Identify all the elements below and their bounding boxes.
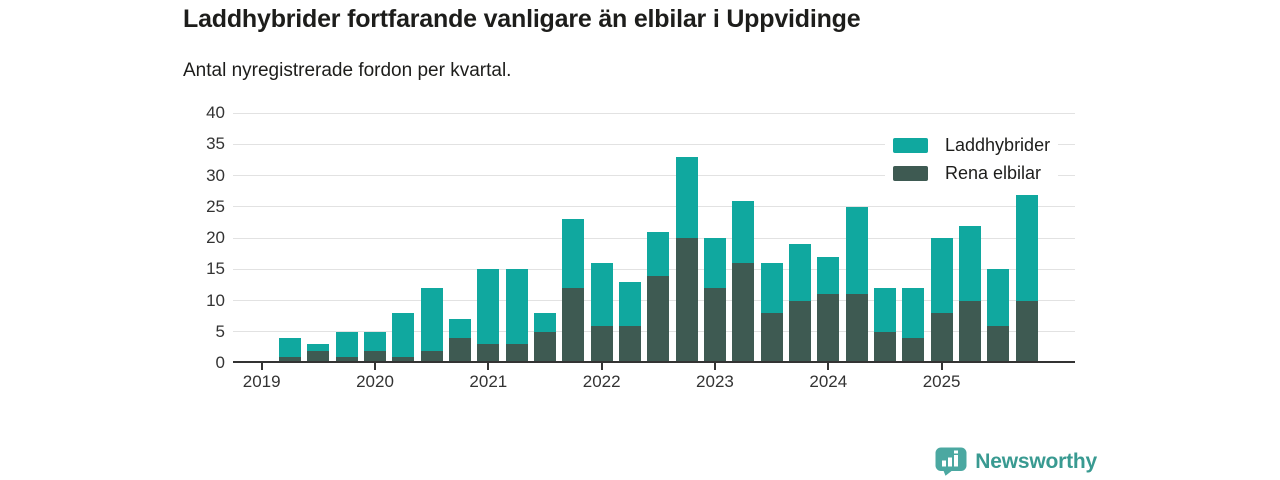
bar-2024-q3-laddhybrider [873,288,896,332]
x-axis-tick-2023 [713,363,716,370]
bar-2025-q1-laddhybrider [930,238,953,313]
bar-2020-q3-laddhybrider [420,288,443,351]
legend-item-laddhybrider: Laddhybrider [893,135,1050,156]
bar-2020-q4-rena-elbilar [449,338,471,363]
bar-2023-q4-laddhybrider [788,244,811,301]
bar-2023-q2-laddhybrider [732,200,755,263]
x-axis-tick-2020 [374,363,377,370]
bar-2025-q4-rena-elbilar [1015,300,1038,363]
bar-2022-q1-laddhybrider [590,263,613,326]
y-axis-label-0: 0 [215,353,225,372]
bar-2020-q4-laddhybrider [449,319,471,338]
bar-2019-q4-rena-elbilar [335,356,358,363]
bar-2020-q2-rena-elbilar [392,356,415,363]
bar-2020-q2-laddhybrider [392,313,415,357]
x-axis-label-2022: 2022 [582,372,621,391]
bar-2025-q3-rena-elbilar [987,325,1010,363]
bar-2019-q2-rena-elbilar [279,356,302,363]
y-axis-label-35: 35 [206,134,225,154]
page-title: Laddhybrider fortfarande vanligare än el… [183,5,861,33]
bar-2025-q2-rena-elbilar [958,300,981,363]
y-axis-label-10: 10 [206,290,225,310]
bar-2022-q4-rena-elbilar [675,238,698,363]
legend-label: Rena elbilar [945,163,1042,183]
x-axis-label-2021: 2021 [469,372,508,391]
x-axis-line [233,361,1075,363]
bar-2019-q2-laddhybrider [279,338,302,357]
bar-2021-q4-laddhybrider [562,219,585,288]
bar-2024-q4-rena-elbilar [902,338,925,363]
bar-2022-q3-rena-elbilar [647,275,670,363]
bar-2024-q2-rena-elbilar [845,294,868,363]
bar-2023-q2-rena-elbilar [732,263,755,363]
bar-2021-q3-laddhybrider [534,313,556,332]
bar-2020-q1-rena-elbilar [364,350,387,363]
legend-item-rena-elbilar: Rena elbilar [893,163,1050,184]
bar-2023-q3-rena-elbilar [760,313,783,363]
bar-2022-q2-laddhybrider [618,281,641,326]
y-axis-label-5: 5 [215,321,225,341]
y-axis-label-40: 40 [206,103,225,122]
bar-2022-q1-rena-elbilar [590,325,613,363]
x-axis-label-2020: 2020 [356,372,394,391]
gridline-y-40 [233,112,1075,114]
chart-subtitle: Antal nyregistrerade fordon per kvartal. [183,60,512,81]
x-axis-label-2025: 2025 [922,372,961,391]
bar-2021-q3-rena-elbilar [534,331,556,363]
bar-2024-q1-rena-elbilar [817,294,840,363]
y-axis-label-15: 15 [206,259,225,279]
bar-2023-q1-rena-elbilar [703,288,726,363]
newsworthy-logo-icon [935,447,967,476]
bar-2025-q3-laddhybrider [987,269,1010,326]
newsworthy-logo: Newsworthy [935,447,1097,476]
bar-2019-q3-rena-elbilar [307,350,330,363]
bar-2022-q4-laddhybrider [675,156,698,238]
bar-2021-q1-rena-elbilar [477,344,500,363]
bar-2024-q3-rena-elbilar [873,331,896,363]
bar-2022-q2-rena-elbilar [618,325,641,363]
gridline-y-25 [233,206,1075,208]
x-axis-tick-2024 [827,363,830,370]
bar-2021-q4-rena-elbilar [562,288,585,363]
bar-2019-q4-laddhybrider [335,331,358,357]
x-axis-tick-2025 [940,363,943,370]
bar-2025-q2-laddhybrider [958,225,981,301]
legend-swatch-laddhybrider [893,138,928,153]
gridline-y-35 [233,143,1075,145]
x-axis-label-2019: 2019 [242,372,281,391]
x-axis-label-2024: 2024 [809,372,848,391]
bar-2024-q1-laddhybrider [817,256,840,295]
legend-swatch-rena-elbilar [893,166,928,181]
bar-2023-q4-rena-elbilar [788,300,811,363]
bar-2020-q3-rena-elbilar [420,350,443,363]
chart-legend: Laddhybrider Rena elbilar [885,128,1059,195]
y-axis-label-25: 25 [206,196,225,216]
gridline-y-30 [233,175,1075,176]
bar-2021-q2-laddhybrider [505,269,528,345]
x-axis-tick-2019 [260,363,263,370]
y-axis-label-20: 20 [206,228,225,247]
bar-2025-q1-rena-elbilar [930,313,953,363]
x-axis-label-2023: 2023 [696,372,734,391]
x-axis-tick-2022 [600,363,603,370]
bar-2021-q1-laddhybrider [477,269,500,345]
bar-2020-q1-laddhybrider [364,331,387,351]
newsworthy-logo-text: Newsworthy [975,449,1097,473]
bar-2021-q2-rena-elbilar [505,344,528,363]
bar-2023-q1-laddhybrider [703,238,726,288]
bar-2024-q2-laddhybrider [845,206,868,295]
bar-2024-q4-laddhybrider [902,288,925,338]
bar-2019-q3-laddhybrider [307,344,330,351]
bar-2022-q3-laddhybrider [647,231,670,276]
bar-2025-q4-laddhybrider [1015,188,1038,301]
x-axis-tick-2021 [487,363,490,370]
legend-label: Laddhybrider [945,135,1051,155]
y-axis-label-30: 30 [206,165,225,185]
bar-2023-q3-laddhybrider [760,263,783,313]
